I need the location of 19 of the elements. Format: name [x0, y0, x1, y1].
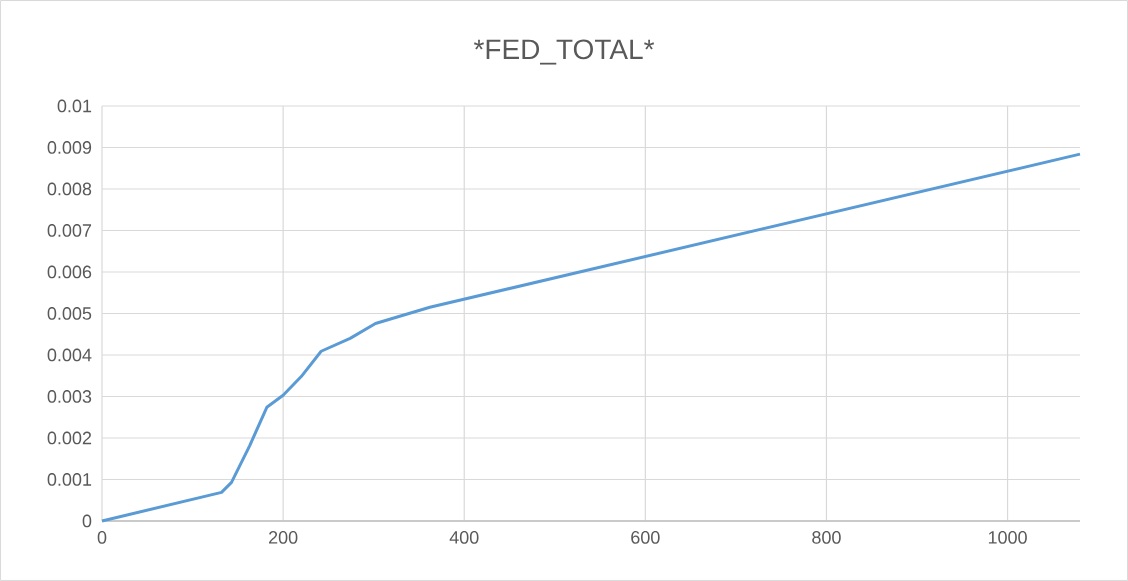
y-tick-label: 0.007	[47, 224, 92, 237]
line-series	[100, 152, 1082, 523]
x-tick-label: 800	[812, 531, 841, 544]
y-tick-label: 0.005	[47, 307, 92, 320]
x-tick-label: 200	[269, 531, 298, 544]
y-tick-label: 0.006	[47, 265, 92, 279]
x-tick-label: 600	[631, 531, 660, 544]
x-tick-label: 1000	[988, 531, 1027, 544]
y-tick-label: 0.004	[47, 348, 92, 362]
y-tick-label: 0.003	[47, 390, 92, 403]
chart-title: *FED_TOTAL*	[473, 39, 655, 65]
y-tick-label: 0.008	[47, 182, 92, 196]
y-tick-label: 0.01	[57, 99, 92, 113]
x-tick-label: 400	[449, 531, 479, 544]
y-tick-label: 0	[82, 514, 92, 528]
x-tick-label: 0	[97, 531, 107, 544]
y-tick-label: 0.001	[47, 473, 92, 486]
y-tick-label: 0.002	[47, 431, 92, 445]
y-tick-label: 0.009	[47, 141, 92, 154]
